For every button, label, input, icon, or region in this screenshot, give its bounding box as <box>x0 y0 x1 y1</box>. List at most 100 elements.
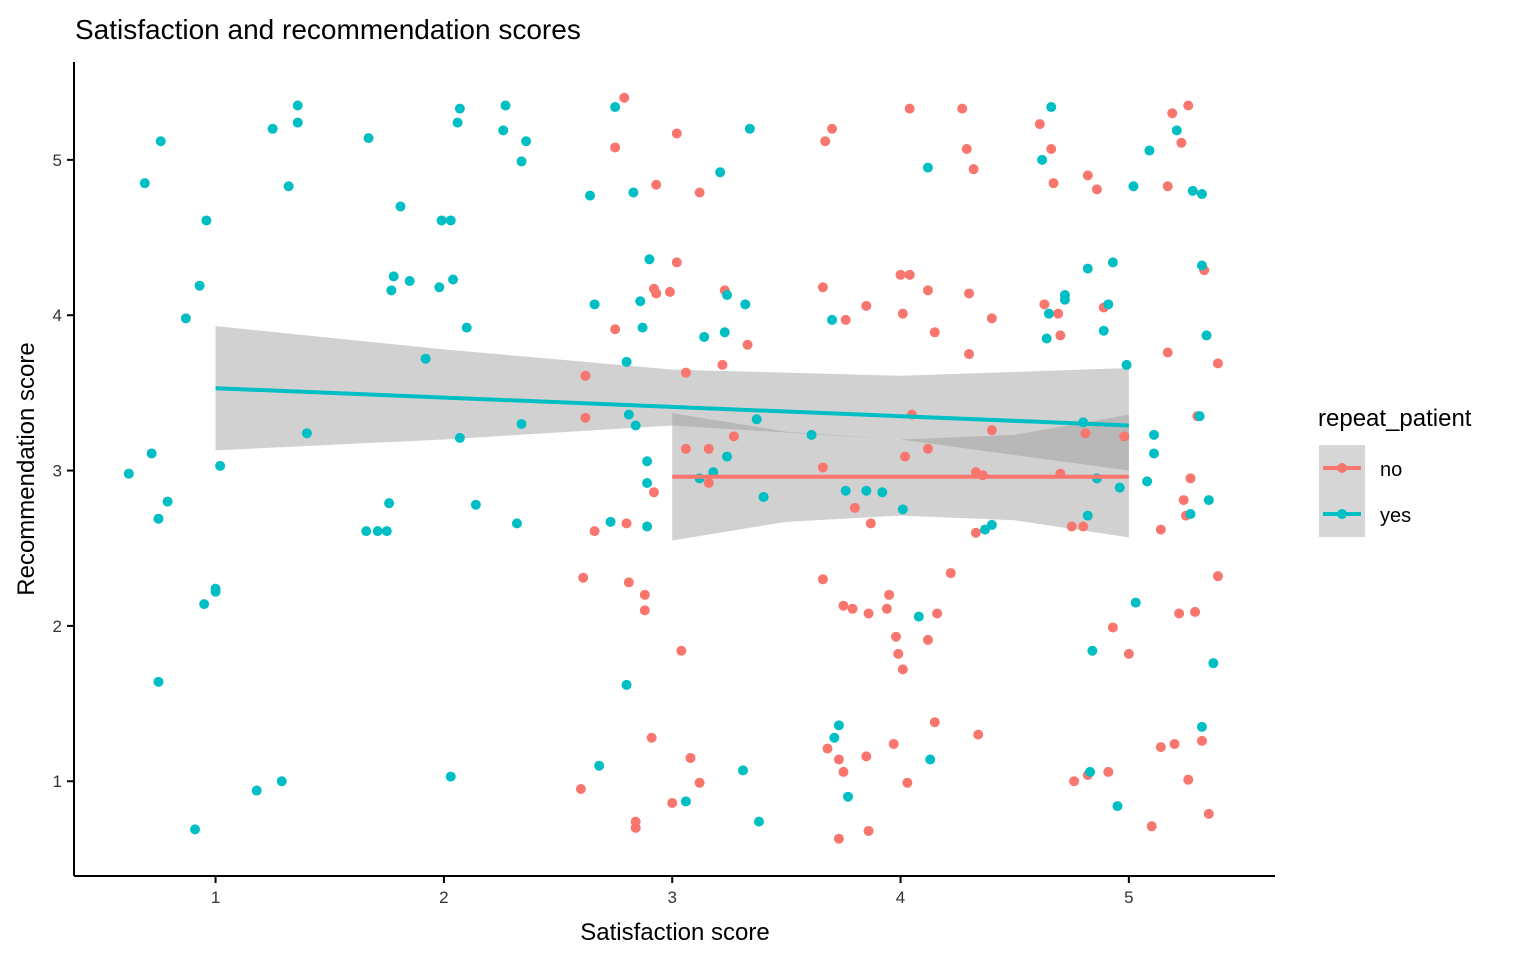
data-point-yes <box>1046 102 1057 113</box>
data-point-yes <box>829 732 840 743</box>
data-point-yes <box>516 156 527 167</box>
data-point-no <box>703 477 714 488</box>
data-point-yes <box>922 162 933 173</box>
data-point-yes <box>986 519 997 530</box>
data-point-yes <box>445 215 456 226</box>
data-point-yes <box>470 499 481 510</box>
data-point-no <box>820 136 831 147</box>
data-point-no <box>900 451 911 462</box>
data-point-yes <box>644 254 655 265</box>
data-point-yes <box>1087 645 1098 656</box>
data-point-yes <box>511 518 522 529</box>
data-point-yes <box>1196 721 1207 732</box>
data-point-no <box>639 605 650 616</box>
data-point-yes <box>461 322 472 333</box>
data-point-no <box>651 179 662 190</box>
data-point-no <box>680 367 691 378</box>
data-point-yes <box>897 504 908 515</box>
data-point-no <box>902 777 913 788</box>
data-point-no <box>861 751 872 762</box>
data-point-no <box>1183 774 1194 785</box>
data-point-yes <box>630 420 641 431</box>
data-point-no <box>932 608 943 619</box>
data-point-no <box>742 339 753 350</box>
data-point-no <box>623 577 634 588</box>
data-point-yes <box>454 432 465 443</box>
data-point-no <box>1174 608 1185 619</box>
data-point-no <box>580 412 591 423</box>
data-point-no <box>881 603 892 614</box>
data-point-no <box>589 526 600 537</box>
legend-item-no: no <box>1319 445 1402 491</box>
data-point-yes <box>1194 411 1205 422</box>
data-point-yes <box>758 491 769 502</box>
data-point-no <box>1162 347 1173 358</box>
data-point-no <box>646 732 657 743</box>
x-tick-label: 4 <box>896 888 905 907</box>
data-point-no <box>694 777 705 788</box>
data-point-yes <box>301 428 312 439</box>
data-point-yes <box>1196 189 1207 200</box>
data-point-no <box>1183 100 1194 111</box>
data-point-no <box>833 833 844 844</box>
data-point-yes <box>833 720 844 731</box>
data-point-yes <box>925 754 936 765</box>
data-point-no <box>922 634 933 645</box>
data-point-yes <box>1203 495 1214 506</box>
data-point-yes <box>201 215 212 226</box>
data-point-yes <box>715 167 726 178</box>
data-point-no <box>1046 143 1057 154</box>
data-point-no <box>895 269 906 280</box>
data-point-yes <box>623 409 634 420</box>
data-point-yes <box>155 136 166 147</box>
data-point-yes <box>1148 448 1159 459</box>
data-point-no <box>904 269 915 280</box>
data-point-no <box>817 462 828 473</box>
data-point-no <box>1078 521 1089 532</box>
legend-label-yes: yes <box>1380 505 1411 527</box>
data-point-yes <box>1128 181 1139 192</box>
data-point-yes <box>840 485 851 496</box>
data-point-no <box>639 589 650 600</box>
data-point-no <box>1080 428 1091 439</box>
x-tick-label: 5 <box>1124 888 1133 907</box>
data-point-yes <box>420 353 431 364</box>
data-point-no <box>970 527 981 538</box>
confidence-band-yes <box>215 326 1129 471</box>
data-point-yes <box>436 215 447 226</box>
data-point-no <box>822 743 833 754</box>
legend-item-yes: yes <box>1319 491 1411 537</box>
data-point-no <box>1053 308 1064 319</box>
data-point-yes <box>404 276 415 287</box>
data-point-no <box>817 574 828 585</box>
data-point-yes <box>516 418 527 429</box>
data-point-yes <box>434 282 445 293</box>
data-point-no <box>1048 178 1059 189</box>
data-point-yes <box>722 290 733 301</box>
data-point-no <box>667 797 678 808</box>
data-point-yes <box>180 313 191 324</box>
data-point-no <box>865 518 876 529</box>
fit-line-yes <box>215 386 1129 428</box>
data-point-no <box>847 603 858 614</box>
data-point-yes <box>861 485 872 496</box>
data-point-yes <box>267 123 278 134</box>
data-point-yes <box>642 521 653 532</box>
y-tick-label: 3 <box>53 462 62 481</box>
data-point-no <box>838 766 849 777</box>
data-point-yes <box>877 487 888 498</box>
data-point-yes <box>521 136 532 147</box>
data-point-yes <box>843 791 854 802</box>
data-point-no <box>703 443 714 454</box>
data-point-no <box>1034 119 1045 130</box>
data-point-no <box>1069 776 1080 787</box>
x-tick-label: 1 <box>211 888 220 907</box>
data-point-no <box>1203 808 1214 819</box>
data-point-no <box>929 327 940 338</box>
data-point-yes <box>153 676 164 687</box>
data-points <box>123 92 1223 844</box>
data-point-no <box>986 425 997 436</box>
data-point-yes <box>292 100 303 111</box>
data-point-no <box>610 142 621 153</box>
data-point-no <box>664 286 675 297</box>
